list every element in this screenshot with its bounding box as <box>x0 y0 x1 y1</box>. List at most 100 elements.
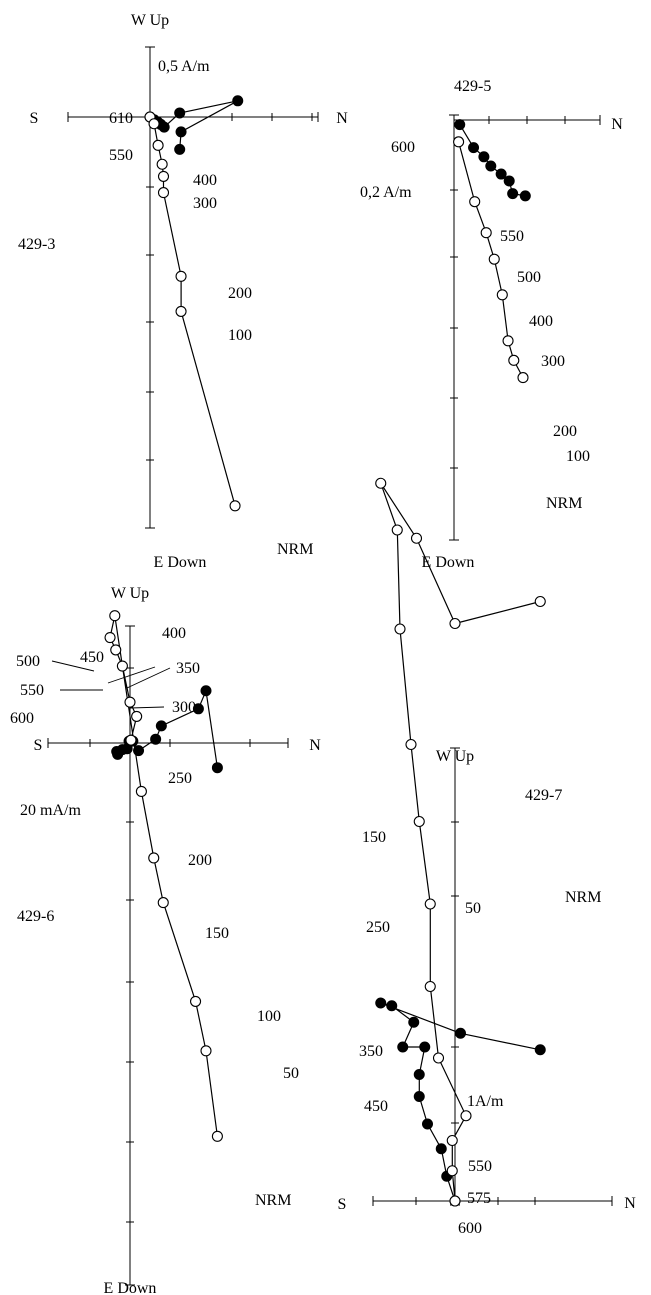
closed-point <box>454 119 466 131</box>
open-point <box>410 532 423 544</box>
closed-point <box>155 720 167 732</box>
open-point <box>135 785 147 798</box>
label-leader-line <box>107 666 156 684</box>
axis-label-up: W Up <box>436 748 474 765</box>
closed-point <box>534 1044 546 1056</box>
step-label: 500 <box>517 269 541 286</box>
open-point <box>449 617 461 630</box>
open-point <box>508 354 520 366</box>
closed-point <box>174 107 186 119</box>
open-point <box>480 227 492 239</box>
open-point <box>449 1195 461 1207</box>
open-point <box>391 524 403 536</box>
step-label: NRM <box>255 1192 291 1209</box>
axis-label-left: S <box>34 737 43 754</box>
vertical-projection-line <box>380 482 541 1202</box>
open-point <box>152 139 164 151</box>
step-label: 200 <box>188 852 212 869</box>
closed-point <box>468 142 480 154</box>
open-point <box>424 980 436 993</box>
closed-point <box>386 1000 398 1012</box>
step-label: 350 <box>176 660 200 677</box>
step-label: NRM <box>565 889 601 906</box>
closed-point <box>507 188 519 200</box>
vertical-projection-line <box>109 615 218 1137</box>
step-label: 300 <box>193 195 217 212</box>
closed-point <box>519 190 531 202</box>
open-point <box>496 289 508 301</box>
open-point <box>229 500 241 512</box>
closed-point <box>495 168 507 180</box>
closed-point <box>413 1069 425 1080</box>
open-point <box>157 897 169 909</box>
axis-label-left: S <box>338 1196 347 1213</box>
closed-point <box>112 748 124 760</box>
open-point <box>124 696 136 708</box>
open-point <box>460 1110 472 1122</box>
closed-point <box>174 143 186 155</box>
closed-point <box>200 685 212 697</box>
closed-point <box>485 160 497 172</box>
open-point <box>156 158 168 170</box>
step-label: 400 <box>162 625 186 642</box>
step-label: 350 <box>359 1043 383 1060</box>
sample-label: 429-7 <box>525 787 562 804</box>
step-label: 50 <box>465 900 481 917</box>
step-label: 150 <box>362 829 386 846</box>
plot-429-6: W Up E Down S N 20 mA/m 429-6 600 300 350 550 500 4… <box>10 585 321 1295</box>
step-label: 50 <box>283 1065 299 1082</box>
axis-label-up: W Up <box>111 585 149 602</box>
closed-point <box>397 1041 409 1053</box>
open-point <box>405 738 417 751</box>
axis-label-right: N <box>611 116 623 133</box>
step-label: 610 <box>109 110 133 127</box>
scale-label: 0,2 A/m <box>360 184 412 201</box>
step-label: 300 <box>541 353 565 370</box>
closed-point <box>435 1143 447 1155</box>
step-label: 250 <box>168 770 192 787</box>
open-point <box>517 372 529 384</box>
open-point <box>413 815 425 828</box>
step-label: 600 <box>10 710 34 727</box>
sample-label: 429-6 <box>17 908 54 925</box>
closed-point <box>422 1118 433 1130</box>
step-label: 600 <box>458 1220 482 1237</box>
axis-label-up: W Up <box>131 12 169 29</box>
step-label: 550 <box>468 1158 492 1175</box>
step-label: 200 <box>553 423 577 440</box>
closed-point <box>503 175 515 187</box>
open-point <box>469 196 481 208</box>
axis-label-right: N <box>309 737 321 754</box>
open-point <box>131 710 143 722</box>
open-point <box>157 170 170 182</box>
scale-label: 0,5 A/m <box>158 58 210 75</box>
scale-label: 20 mA/m <box>20 802 81 819</box>
plot-429-3: W Up E Down S N 0,5 A/m 429-3 610 550 400 300 200 1… <box>18 12 348 571</box>
open-point <box>110 644 122 656</box>
closed-point <box>419 1041 431 1053</box>
closed-point <box>150 733 162 745</box>
open-point <box>211 1130 223 1142</box>
axis-label-down: E Down <box>154 554 207 571</box>
step-label: 550 <box>20 682 44 699</box>
step-label: 600 <box>391 139 415 156</box>
axis-label-down: E Down <box>104 1280 157 1295</box>
label-leader-line <box>51 660 95 672</box>
open-point <box>534 595 546 608</box>
step-label: 500 <box>16 653 40 670</box>
axis-label-left: S <box>30 110 39 127</box>
open-point <box>157 187 170 199</box>
step-label: 550 <box>109 147 133 164</box>
open-point <box>200 1045 212 1057</box>
open-point <box>148 118 160 130</box>
plot-429-5: E Down N 0,2 A/m 429-5 600 550 500 400 300 200 100… <box>360 78 623 571</box>
step-label: 100 <box>566 448 590 465</box>
open-point <box>446 1165 458 1177</box>
closed-point <box>175 126 187 138</box>
step-label: NRM <box>546 495 582 512</box>
step-label: 550 <box>500 228 524 245</box>
open-point <box>104 631 116 644</box>
step-label: 250 <box>366 919 390 936</box>
axis-label-right: N <box>336 110 348 127</box>
